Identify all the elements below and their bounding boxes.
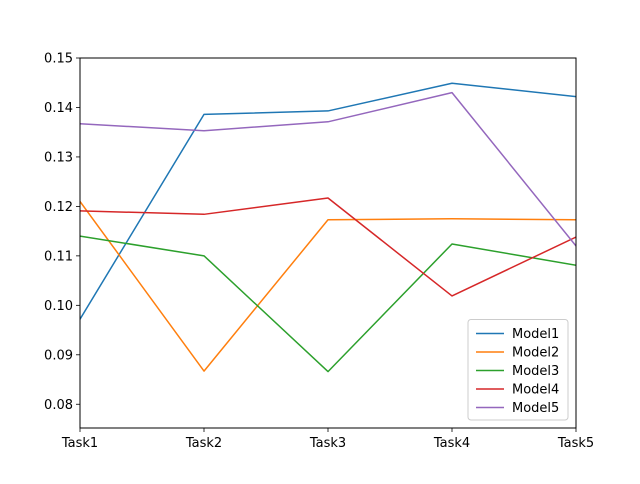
y-axis-ticks: 0.08 0.09 0.10 0.11 0.12 0.13 0.14 0.15 (44, 52, 80, 413)
x-tick-label: Task2 (185, 436, 222, 451)
series-line-model4 (80, 197, 576, 297)
y-tick-label: 0.15 (44, 52, 73, 67)
x-tick-label: Task5 (557, 436, 594, 451)
y-tick-label: 0.11 (44, 249, 73, 264)
y-tick-label: 0.12 (44, 200, 73, 215)
legend-label-model4: Model4 (512, 383, 559, 398)
legend-label-model2: Model2 (512, 346, 559, 361)
y-tick-label: 0.10 (44, 299, 73, 314)
x-tick-label: Task1 (61, 436, 98, 451)
series-line-model3 (80, 235, 576, 373)
y-tick-label: 0.14 (44, 101, 73, 116)
legend-label-model1: Model1 (512, 327, 559, 342)
legend-label-model3: Model3 (512, 364, 559, 379)
series-lines (80, 82, 576, 373)
x-tick-label: Task3 (309, 436, 346, 451)
legend-label-model5: Model5 (512, 401, 559, 416)
y-tick-label: 0.09 (44, 348, 73, 363)
y-tick-label: 0.13 (44, 150, 73, 165)
series-line-model2 (80, 200, 576, 372)
y-tick-label: 0.08 (44, 398, 73, 413)
x-axis-ticks: Task1 Task2 Task3 Task4 Task5 (61, 428, 594, 451)
x-tick-label: Task4 (433, 436, 470, 451)
legend-box (467, 319, 569, 421)
series-line-model5 (80, 91, 576, 248)
series-line-model1 (80, 82, 576, 321)
legend: Model1 Model2 Model3 Model4 Model5 (467, 319, 569, 421)
